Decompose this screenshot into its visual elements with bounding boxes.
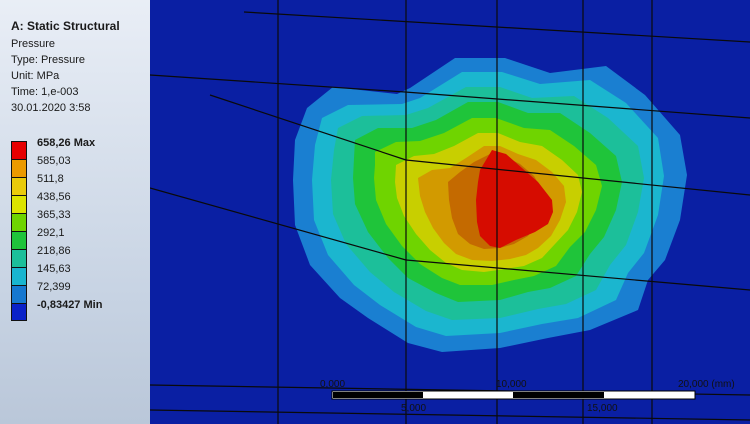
contour-band-9-max — [476, 150, 553, 248]
legend-value: 365,33 — [37, 209, 71, 221]
result-unit: Unit: MPa — [11, 70, 60, 82]
legend-value: 292,1 — [37, 227, 65, 239]
legend-swatch-8 — [11, 267, 27, 285]
legend-swatch-2 — [11, 159, 27, 177]
legend-value: 145,63 — [37, 263, 71, 275]
legend-swatch-9 — [11, 285, 27, 303]
analysis-title: A: Static Structural — [11, 19, 120, 33]
result-type: Type: Pressure — [11, 54, 85, 66]
legend-value: 511,8 — [37, 173, 64, 185]
contour-plot[interactable]: 0,000 10,000 20,000 (mm) 5,000 15,000 — [150, 0, 750, 424]
scale-label-0: 0,000 — [320, 379, 345, 390]
result-name: Pressure — [11, 38, 56, 50]
legend-value: 585,03 — [37, 155, 71, 167]
legend-swatch-6 — [11, 231, 27, 249]
pressure-contour-bands — [293, 58, 687, 352]
legend-swatch-7 — [11, 249, 27, 267]
legend-swatch-10 — [11, 303, 27, 321]
legend-panel: A: Static Structural Pressure Type: Pres… — [0, 0, 150, 424]
scale-bar: 0,000 10,000 20,000 (mm) 5,000 15,000 — [320, 379, 735, 414]
result-time: Time: 1,e-003 — [11, 86, 79, 98]
scale-bar-segment — [513, 392, 604, 398]
legend-swatch-1 — [11, 141, 27, 159]
legend-swatch-3 — [11, 177, 27, 195]
legend-max-label: 658,26 Max — [37, 137, 96, 149]
result-date: 30.01.2020 3:58 — [11, 102, 91, 114]
legend-min-label: -0,83427 Min — [37, 299, 103, 311]
scale-label-15: 15,000 — [587, 403, 618, 414]
scale-label-20: 20,000 (mm) — [678, 379, 735, 390]
scale-label-10: 10,000 — [496, 379, 527, 390]
legend-value: 72,399 — [37, 281, 71, 293]
scale-bar-segment — [333, 392, 423, 398]
legend-swatch-4 — [11, 195, 27, 213]
legend-value: 438,56 — [37, 191, 71, 203]
graphics-viewport[interactable]: 0,000 10,000 20,000 (mm) 5,000 15,000 — [150, 0, 750, 424]
legend-value: 218,86 — [37, 245, 71, 257]
scale-label-5: 5,000 — [401, 403, 426, 414]
legend-swatch-5 — [11, 213, 27, 231]
